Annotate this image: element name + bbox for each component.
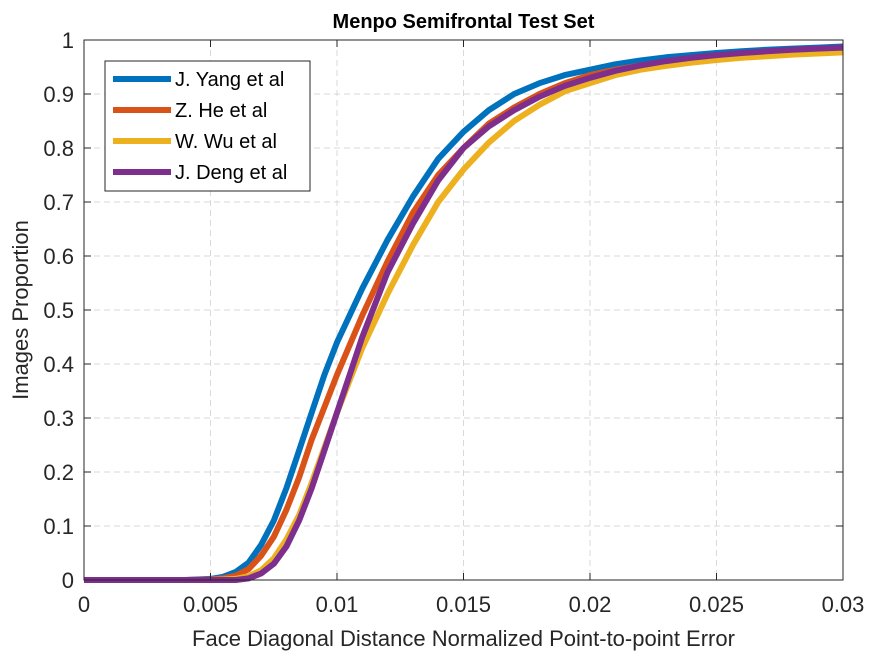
y-tick-label: 0.1 <box>43 514 74 539</box>
x-tick-label: 0.02 <box>569 592 612 617</box>
y-tick-label: 0.4 <box>43 352 74 377</box>
y-tick-label: 1 <box>62 28 74 53</box>
y-axis-label: Images Proportion <box>8 220 33 400</box>
legend-label-w-wu-et-al: W. Wu et al <box>175 131 277 153</box>
y-tick-label: 0.9 <box>43 82 74 107</box>
tick-layer: 0 0.005 0.01 0.015 0.02 0.025 0.03 0 0.1 0.2 0.3 0.… <box>43 28 864 617</box>
y-tick-label: 0 <box>62 568 74 593</box>
y-tick-label: 0.5 <box>43 298 74 323</box>
x-axis-label: Face Diagonal Distance Normalized Point-… <box>192 626 735 651</box>
y-tick-label: 0.7 <box>43 190 74 215</box>
y-tick-label: 0.6 <box>43 244 74 269</box>
x-tick-label: 0.03 <box>822 592 865 617</box>
x-tick-label: 0.005 <box>183 592 238 617</box>
series-line-j-deng-et-al <box>84 44 844 583</box>
legend-label-z-he-et-al: Z. He et al <box>175 100 267 122</box>
y-tick-label: 0.3 <box>43 406 74 431</box>
legend: J. Yang et al Z. He et al W. Wu et al J. De… <box>104 60 311 192</box>
x-tick-label: 0.01 <box>316 592 359 617</box>
x-tick-label: 0 <box>78 592 90 617</box>
x-tick-label: 0.015 <box>436 592 491 617</box>
series-layer <box>84 43 844 583</box>
legend-label-j-yang-et-al: J. Yang et al <box>175 69 284 91</box>
x-tick-label: 0.025 <box>689 592 744 617</box>
y-tick-label: 0.2 <box>43 460 74 485</box>
legend-label-j-deng-et-al: J. Deng et al <box>175 162 287 184</box>
series-line-w-wu-et-al <box>84 49 844 583</box>
y-tick-label: 0.8 <box>43 136 74 161</box>
chart-title: Menpo Semifrontal Test Set <box>333 11 595 33</box>
